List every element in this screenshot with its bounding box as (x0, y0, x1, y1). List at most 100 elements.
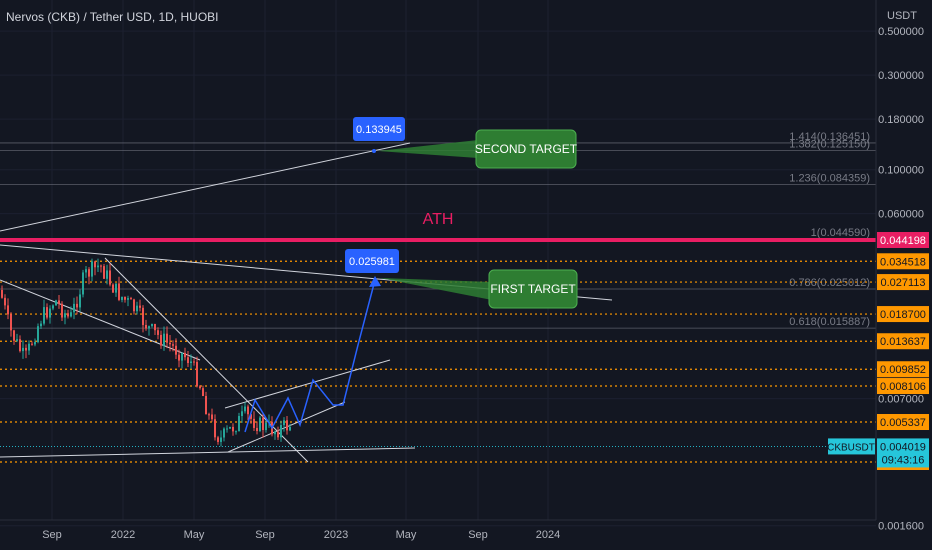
candle-body (265, 422, 267, 431)
time-tick-label: May (396, 529, 417, 541)
candle-body (253, 418, 255, 428)
candle-body (208, 414, 210, 416)
price-tick-label: 0.100000 (878, 165, 924, 177)
candle-body (262, 417, 264, 431)
time-axis[interactable]: Sep 2022 May Sep 2023 May Sep 2024 (42, 529, 560, 541)
price-axis[interactable]: 0.500000 0.300000 0.180000 0.100000 0.060000… (827, 26, 929, 533)
candle-body (19, 339, 21, 352)
candle-body (25, 347, 27, 351)
price-tick-label: 0.060000 (878, 209, 924, 221)
candle-body (235, 431, 237, 433)
candle-body (121, 296, 123, 300)
price-badge (877, 361, 929, 378)
candle-body (133, 299, 135, 312)
time-tick-label: Sep (255, 529, 275, 541)
candle-body (31, 343, 33, 345)
candle-body (217, 437, 219, 442)
projection-line (244, 279, 376, 433)
price-badge (877, 253, 929, 270)
first-target-value: 0.025981 (349, 256, 395, 268)
candle-body (256, 427, 258, 432)
target-annotations[interactable]: 0.025981 0.133945 SECOND TARGET FIRST TARGE… (345, 117, 578, 309)
candle-body (91, 261, 93, 277)
fib-label: 1.414(0.136451) (789, 131, 870, 143)
candle-body (112, 284, 114, 293)
candle-body (172, 344, 174, 346)
candle-body (82, 272, 84, 295)
first-target-box (488, 269, 578, 309)
trendline (104, 257, 309, 463)
candle-body (229, 426, 231, 429)
candle-body (184, 352, 186, 358)
price-badge-label: 0.008106 (880, 381, 926, 393)
current-price-badge (877, 438, 929, 468)
second-target-value-box (353, 117, 405, 141)
candle-body (202, 388, 204, 396)
candle-body (64, 313, 66, 318)
candle-body (196, 361, 198, 387)
candle-body (79, 294, 81, 308)
candle-body (52, 305, 54, 309)
candle-body (100, 265, 102, 267)
candle-body (205, 395, 207, 415)
candle-body (115, 283, 117, 293)
time-tick-label: Sep (42, 529, 62, 541)
candle-body (16, 339, 18, 341)
price-badge (877, 333, 929, 350)
candle-body (37, 326, 39, 343)
trendline (224, 359, 391, 409)
trendline (0, 447, 416, 458)
candle-body (76, 303, 78, 308)
candle-body (175, 345, 177, 355)
candle-body (7, 305, 9, 315)
candle-body (280, 425, 282, 438)
price-badge-label: 0.018700 (880, 309, 926, 321)
candle-body (259, 417, 261, 432)
candle-body (160, 334, 162, 346)
grid (0, 0, 876, 527)
price-badge (877, 306, 929, 323)
second-target-box (475, 129, 577, 169)
price-badge (877, 414, 929, 431)
first-target-label: FIRST TARGET (490, 282, 576, 296)
candle-body (124, 296, 126, 300)
candle-body (283, 420, 285, 426)
candle-body (241, 411, 243, 417)
candle-body (46, 307, 48, 318)
candle-body (199, 386, 201, 389)
fib-label: 1(0.044590) (811, 227, 870, 239)
countdown-label: 09:43:16 (882, 454, 925, 466)
price-tick-label: 0.300000 (878, 70, 924, 82)
price-badge-label: 0.005337 (880, 417, 926, 429)
second-target-point (372, 149, 376, 153)
candle-body (169, 342, 171, 345)
time-tick-label: 2022 (111, 529, 135, 541)
candle-body (274, 431, 276, 435)
candle-body (61, 303, 63, 318)
price-badge (877, 232, 929, 248)
candle-body (34, 342, 36, 345)
candle-body (1, 290, 3, 298)
candle-body (22, 347, 24, 352)
symbol-badge-label: CKBUSDT (827, 442, 875, 453)
time-tick-label: 2023 (324, 529, 348, 541)
candle-body (214, 419, 216, 438)
fib-label: 0.618(0.015887) (789, 316, 870, 328)
candle-body (178, 354, 180, 361)
second-target-value: 0.133945 (356, 124, 402, 136)
projection-arrowhead (369, 276, 381, 287)
candle-body (40, 323, 42, 327)
candle-body (49, 308, 51, 318)
price-badge-label: 0.044198 (880, 235, 926, 247)
candle-body (58, 300, 60, 304)
candle-body (211, 414, 213, 420)
candle-body (94, 261, 96, 268)
candle-body (244, 406, 246, 412)
candle-body (13, 330, 15, 341)
candle-body (148, 326, 150, 329)
second-target-pointer (378, 140, 478, 158)
candle-body (190, 361, 192, 364)
symbol-badge (828, 438, 875, 455)
